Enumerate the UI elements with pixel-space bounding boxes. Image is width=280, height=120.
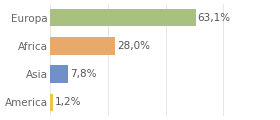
Text: 1,2%: 1,2% [55, 97, 81, 108]
Text: 28,0%: 28,0% [117, 41, 150, 51]
Bar [50, 94, 53, 111]
Text: 7,8%: 7,8% [70, 69, 97, 79]
Text: 63,1%: 63,1% [198, 12, 231, 23]
Bar [50, 37, 115, 55]
Bar [50, 65, 68, 83]
Bar [50, 9, 196, 26]
